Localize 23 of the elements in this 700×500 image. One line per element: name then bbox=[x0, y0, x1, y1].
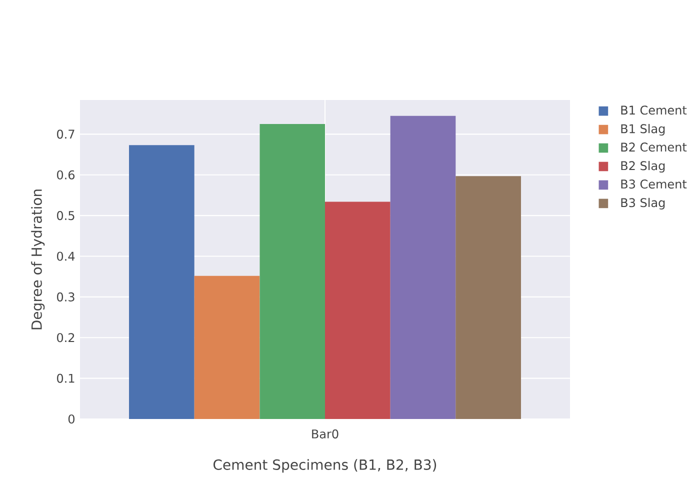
bar bbox=[390, 116, 456, 419]
y-tick-label: 0.4 bbox=[57, 252, 75, 261]
bar bbox=[325, 202, 390, 419]
bar bbox=[260, 124, 325, 419]
y-tick-label: 0.1 bbox=[57, 374, 74, 383]
x-axis-title: Cement Specimens (B1, B2, B3) bbox=[214, 459, 436, 473]
bar bbox=[129, 145, 194, 419]
legend-label: B3 Slag bbox=[621, 198, 665, 210]
y-tick-label: 0 bbox=[68, 414, 74, 424]
y-tick-label: 0.2 bbox=[57, 333, 74, 342]
legend-label: B3 Cement bbox=[621, 180, 687, 189]
bar bbox=[194, 276, 260, 419]
y-tick-label: 0.3 bbox=[57, 292, 74, 302]
legend-label: B2 Slag bbox=[621, 160, 665, 173]
x-tick-label: Bar0 bbox=[312, 429, 338, 438]
bar bbox=[456, 176, 521, 419]
legend-label: B1 Cement bbox=[621, 106, 687, 115]
y-tick-label: 0.6 bbox=[57, 170, 75, 180]
y-axis-title: Degree of Hydration bbox=[31, 190, 45, 330]
legend-label: B1 Slag bbox=[621, 124, 665, 136]
y-tick-label: 0.5 bbox=[57, 211, 74, 220]
y-tick-label: 0.7 bbox=[57, 130, 74, 139]
legend-label: B2 Cement bbox=[621, 142, 687, 152]
